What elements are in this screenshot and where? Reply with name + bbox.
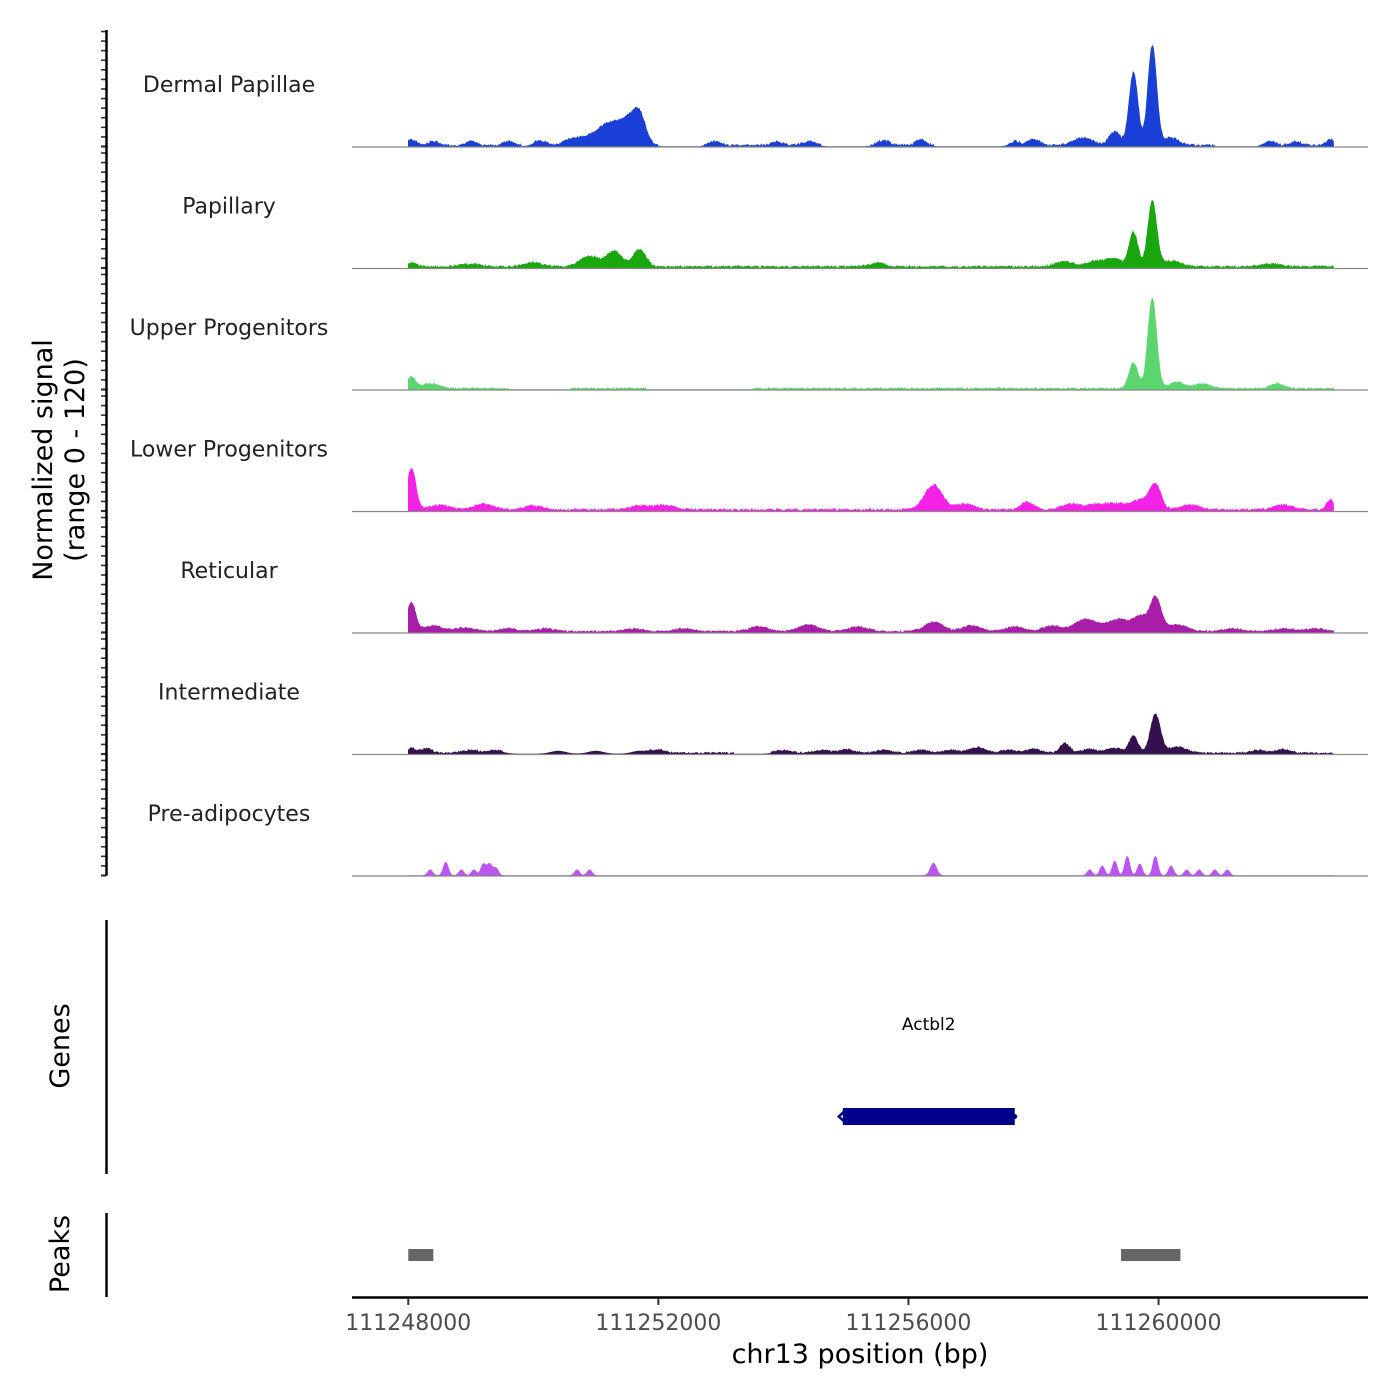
x-tick-label: 111256000 [845, 1311, 971, 1336]
x-axis-title: chr13 position (bp) [732, 1339, 989, 1370]
track-upper-progenitors: Upper Progenitors [130, 297, 1368, 391]
signal-area [408, 595, 1334, 633]
y-axis-title: Normalized signal (range 0 - 120) [28, 339, 91, 581]
y-axis-title-line-1: Normalized signal [28, 339, 59, 581]
track-label: Reticular [180, 559, 278, 584]
genes-track: Actbl2 [836, 1015, 1018, 1125]
signal-area [408, 44, 1334, 148]
x-axis-ticks: 111248000 111252000 111256000 111260000 [345, 1298, 1222, 1336]
signal-area [408, 200, 1334, 269]
signal-area [408, 855, 1334, 876]
peak-region [408, 1249, 434, 1261]
gene-label: Actbl2 [902, 1015, 956, 1035]
strand-arrow-icon [836, 1108, 848, 1125]
x-tick-label: 111252000 [595, 1311, 721, 1336]
track-label: Intermediate [158, 681, 300, 706]
gene-end-cap [1012, 1114, 1018, 1119]
track-papillary: Papillary [182, 195, 1368, 270]
track-dermal-papillae: Dermal Papillae [143, 44, 1368, 148]
track-lower-progenitors: Lower Progenitors [130, 438, 1368, 513]
peaks-panel-label: Peaks [45, 1215, 76, 1293]
signal-area [408, 468, 1334, 512]
x-tick-label: 111248000 [345, 1311, 471, 1336]
track-label: Upper Progenitors [130, 316, 329, 341]
y-axis-title-line-2: (range 0 - 120) [60, 358, 91, 562]
peak-region [1121, 1249, 1181, 1261]
coverage-tracks: Dermal Papillae Papillary Upper Progenitor… [130, 44, 1368, 877]
track-intermediate: Intermediate [158, 681, 1368, 756]
track-label: Pre-adipocytes [148, 802, 311, 827]
gene-body [842, 1108, 1015, 1125]
gene-actbl2: Actbl2 [836, 1015, 1018, 1125]
genes-panel-label: Genes [45, 1003, 76, 1088]
track-reticular: Reticular [180, 559, 1368, 634]
peaks-track [408, 1249, 1181, 1261]
track-label: Papillary [182, 195, 276, 220]
signal-area [408, 713, 1335, 755]
track-pre-adipocytes: Pre-adipocytes [148, 802, 1368, 877]
x-tick-label: 111260000 [1096, 1311, 1222, 1336]
track-label: Dermal Papillae [143, 73, 315, 98]
track-label: Lower Progenitors [130, 438, 328, 463]
signal-area [408, 297, 1334, 391]
